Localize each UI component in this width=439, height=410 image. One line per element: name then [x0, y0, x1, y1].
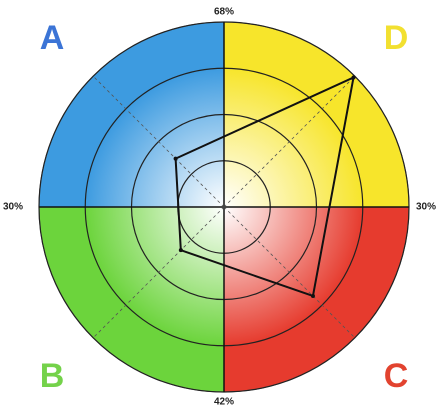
quadrant: [224, 22, 409, 207]
diagonal: [223, 206, 356, 339]
quadrant-label: A: [40, 19, 65, 57]
quadrant-label: C: [384, 357, 409, 395]
diagonal: [223, 75, 356, 208]
axis-label: 30%: [3, 202, 23, 213]
quadrant: [39, 22, 224, 207]
diagonal: [92, 206, 225, 339]
radar-point: [178, 248, 183, 253]
quadrant: [39, 207, 224, 392]
radar-point: [173, 156, 178, 161]
radar-point: [310, 293, 315, 298]
radar-point: [351, 75, 356, 80]
axis-label: 30%: [416, 202, 436, 213]
quadrant-label: B: [40, 357, 65, 395]
quadrant-label: D: [384, 19, 409, 57]
axis-label: 42%: [214, 397, 234, 408]
quadrant: [224, 207, 409, 392]
axis-label: 68%: [214, 7, 234, 18]
diagonal: [92, 75, 225, 208]
